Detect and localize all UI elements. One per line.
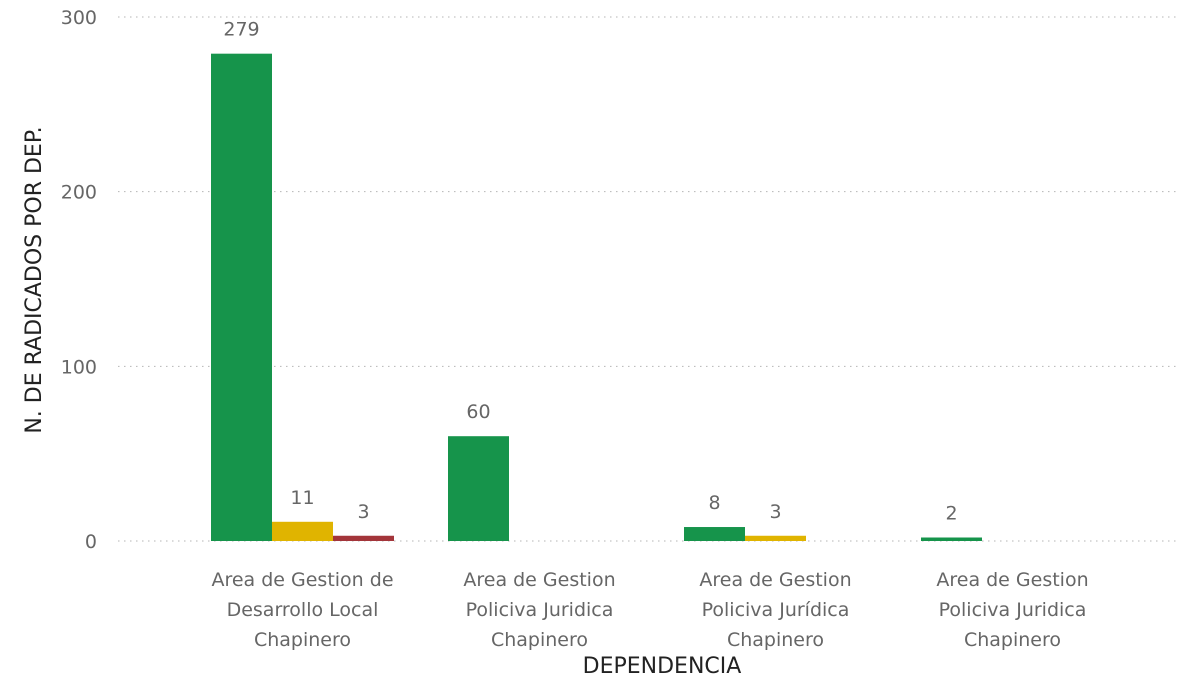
- bar: [684, 527, 745, 541]
- x-category-line: Area de Gestion de: [211, 569, 393, 591]
- data-labels: 279 60 8 2 11 3 3: [223, 19, 957, 525]
- gridlines: [118, 16, 1180, 542]
- x-category-line: Policiva Jurídica: [702, 599, 850, 621]
- data-label: 279: [223, 19, 259, 41]
- x-category-label: Area de Gestion Policiva Juridica Chapiner…: [936, 569, 1088, 651]
- y-axis-ticks: 0 100 200 300: [61, 7, 97, 553]
- bar: [745, 535, 806, 541]
- x-category-line: Area de Gestion: [463, 569, 615, 591]
- x-category-line: Chapinero: [727, 629, 824, 651]
- data-label: 2: [945, 503, 957, 525]
- x-category-line: Desarrollo Local: [227, 599, 379, 621]
- bar: [921, 537, 982, 541]
- x-category-line: Chapinero: [254, 629, 351, 651]
- y-tick-label: 300: [61, 7, 97, 29]
- x-category-line: Chapinero: [491, 629, 588, 651]
- x-axis-categories: Area de Gestion de Desarrollo Local Chapin…: [211, 569, 1088, 651]
- bars: [211, 53, 982, 542]
- y-tick-label: 200: [61, 182, 97, 204]
- x-category-line: Area de Gestion: [699, 569, 851, 591]
- y-tick-label: 0: [85, 531, 97, 553]
- data-label: 8: [708, 492, 720, 514]
- x-category-line: Policiva Juridica: [939, 599, 1087, 621]
- data-label: 3: [357, 501, 369, 523]
- bar: [211, 53, 272, 542]
- x-category-line: Chapinero: [964, 629, 1061, 651]
- data-label: 11: [290, 487, 314, 509]
- data-label: 60: [466, 401, 490, 423]
- x-category-label: Area de Gestion Policiva Jurídica Chapiner…: [699, 569, 851, 651]
- bar: [448, 436, 509, 541]
- x-category-label: Area de Gestion de Desarrollo Local Chapin…: [211, 569, 393, 651]
- y-tick-label: 100: [61, 356, 97, 378]
- bar: [272, 521, 333, 541]
- x-category-label: Area de Gestion Policiva Juridica Chapiner…: [463, 569, 615, 651]
- y-axis-title: N. DE RADICADOS POR DEP.: [22, 126, 47, 433]
- x-category-line: Area de Gestion: [936, 569, 1088, 591]
- data-label: 3: [769, 501, 781, 523]
- x-category-line: Policiva Juridica: [466, 599, 614, 621]
- bar: [333, 535, 394, 541]
- x-axis-title: DEPENDENCIA: [583, 654, 742, 679]
